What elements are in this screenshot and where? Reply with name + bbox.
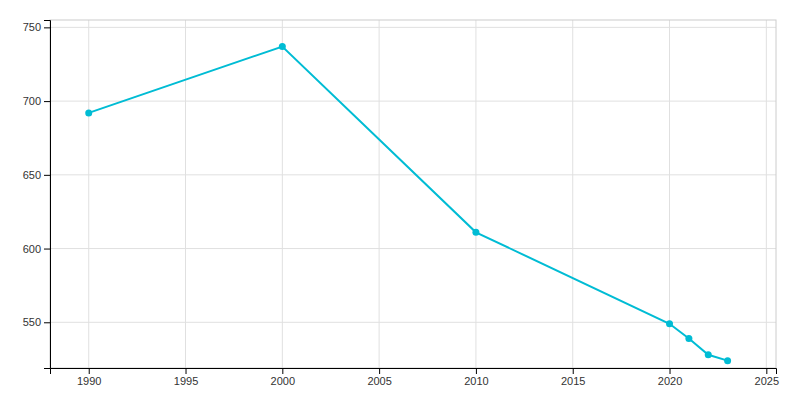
y-tick-mark xyxy=(44,101,50,102)
grid-line-x xyxy=(766,20,767,368)
grid-line-x xyxy=(88,20,89,368)
grid-line-y xyxy=(50,101,776,102)
x-tick: 2020 xyxy=(658,368,682,387)
chart-container: 1990 1995 2000 2005 2010 2015 2020 2025 550 600 65… xyxy=(0,0,800,400)
y-axis-line xyxy=(44,21,51,369)
grid-line-y xyxy=(50,248,776,249)
x-tick: 1995 xyxy=(174,368,198,387)
y-tick-mark xyxy=(44,27,50,28)
x-tick-label: 2025 xyxy=(755,375,779,387)
y-axis: 550 600 650 700 750 xyxy=(23,21,51,369)
y-tick-mark xyxy=(44,175,50,176)
grid-line-x xyxy=(669,20,670,368)
grid-line-x xyxy=(185,20,186,368)
y-tick: 750 xyxy=(23,21,50,33)
y-tick: 700 xyxy=(23,95,50,107)
y-tick-label: 550 xyxy=(23,316,41,328)
point xyxy=(666,320,673,327)
x-axis-line xyxy=(51,369,777,375)
x-tick-mark xyxy=(282,368,283,374)
chart-svg: 1990 1995 2000 2005 2010 2015 2020 2025 550 600 65… xyxy=(0,0,800,400)
x-tick: 2010 xyxy=(464,368,488,387)
y-tick-label: 750 xyxy=(23,21,41,33)
y-tick-mark xyxy=(44,249,50,250)
x-tick: 2000 xyxy=(271,368,295,387)
grid-line-x xyxy=(379,20,380,368)
x-tick-mark xyxy=(476,368,477,374)
point xyxy=(472,229,479,236)
x-tick: 2005 xyxy=(367,368,391,387)
x-tick: 2025 xyxy=(755,368,779,387)
grid-line-x xyxy=(475,20,476,368)
point xyxy=(724,357,731,364)
x-tick-label: 1995 xyxy=(174,375,198,387)
x-axis: 1990 1995 2000 2005 2010 2015 2020 2025 xyxy=(51,368,780,387)
y-tick-label: 600 xyxy=(23,243,41,255)
x-tick: 1990 xyxy=(77,368,101,387)
x-tick-mark xyxy=(186,368,187,374)
x-tick-label: 2005 xyxy=(367,375,391,387)
x-tick-label: 2010 xyxy=(464,375,488,387)
x-tick-mark xyxy=(670,368,671,374)
y-tick-label: 700 xyxy=(23,95,41,107)
x-tick-label: 2015 xyxy=(561,375,585,387)
grid-line-y xyxy=(50,27,776,28)
x-tick-mark xyxy=(573,368,574,374)
y-tick: 600 xyxy=(23,243,50,255)
x-tick-label: 2000 xyxy=(271,375,295,387)
plot: 1990 1995 2000 2005 2010 2015 2020 2025 550 600 65… xyxy=(23,20,779,387)
grid-line-x xyxy=(282,20,283,368)
grid xyxy=(50,20,776,368)
point xyxy=(85,109,92,116)
x-tick-label: 2020 xyxy=(658,375,682,387)
y-tick-mark xyxy=(44,322,50,323)
y-tick: 650 xyxy=(23,169,50,181)
x-tick-mark xyxy=(766,368,767,374)
grid-line-y xyxy=(50,174,776,175)
x-tick: 2015 xyxy=(561,368,585,387)
x-tick-label: 1990 xyxy=(77,375,101,387)
y-tick-label: 650 xyxy=(23,169,41,181)
line xyxy=(89,47,728,361)
point xyxy=(685,335,692,342)
marks xyxy=(85,43,731,364)
point xyxy=(705,351,712,358)
plot-frame xyxy=(50,20,776,368)
grid-line-x xyxy=(572,20,573,368)
x-tick-mark xyxy=(89,368,90,374)
y-tick: 550 xyxy=(23,316,50,328)
x-tick-mark xyxy=(379,368,380,374)
point xyxy=(279,43,286,50)
